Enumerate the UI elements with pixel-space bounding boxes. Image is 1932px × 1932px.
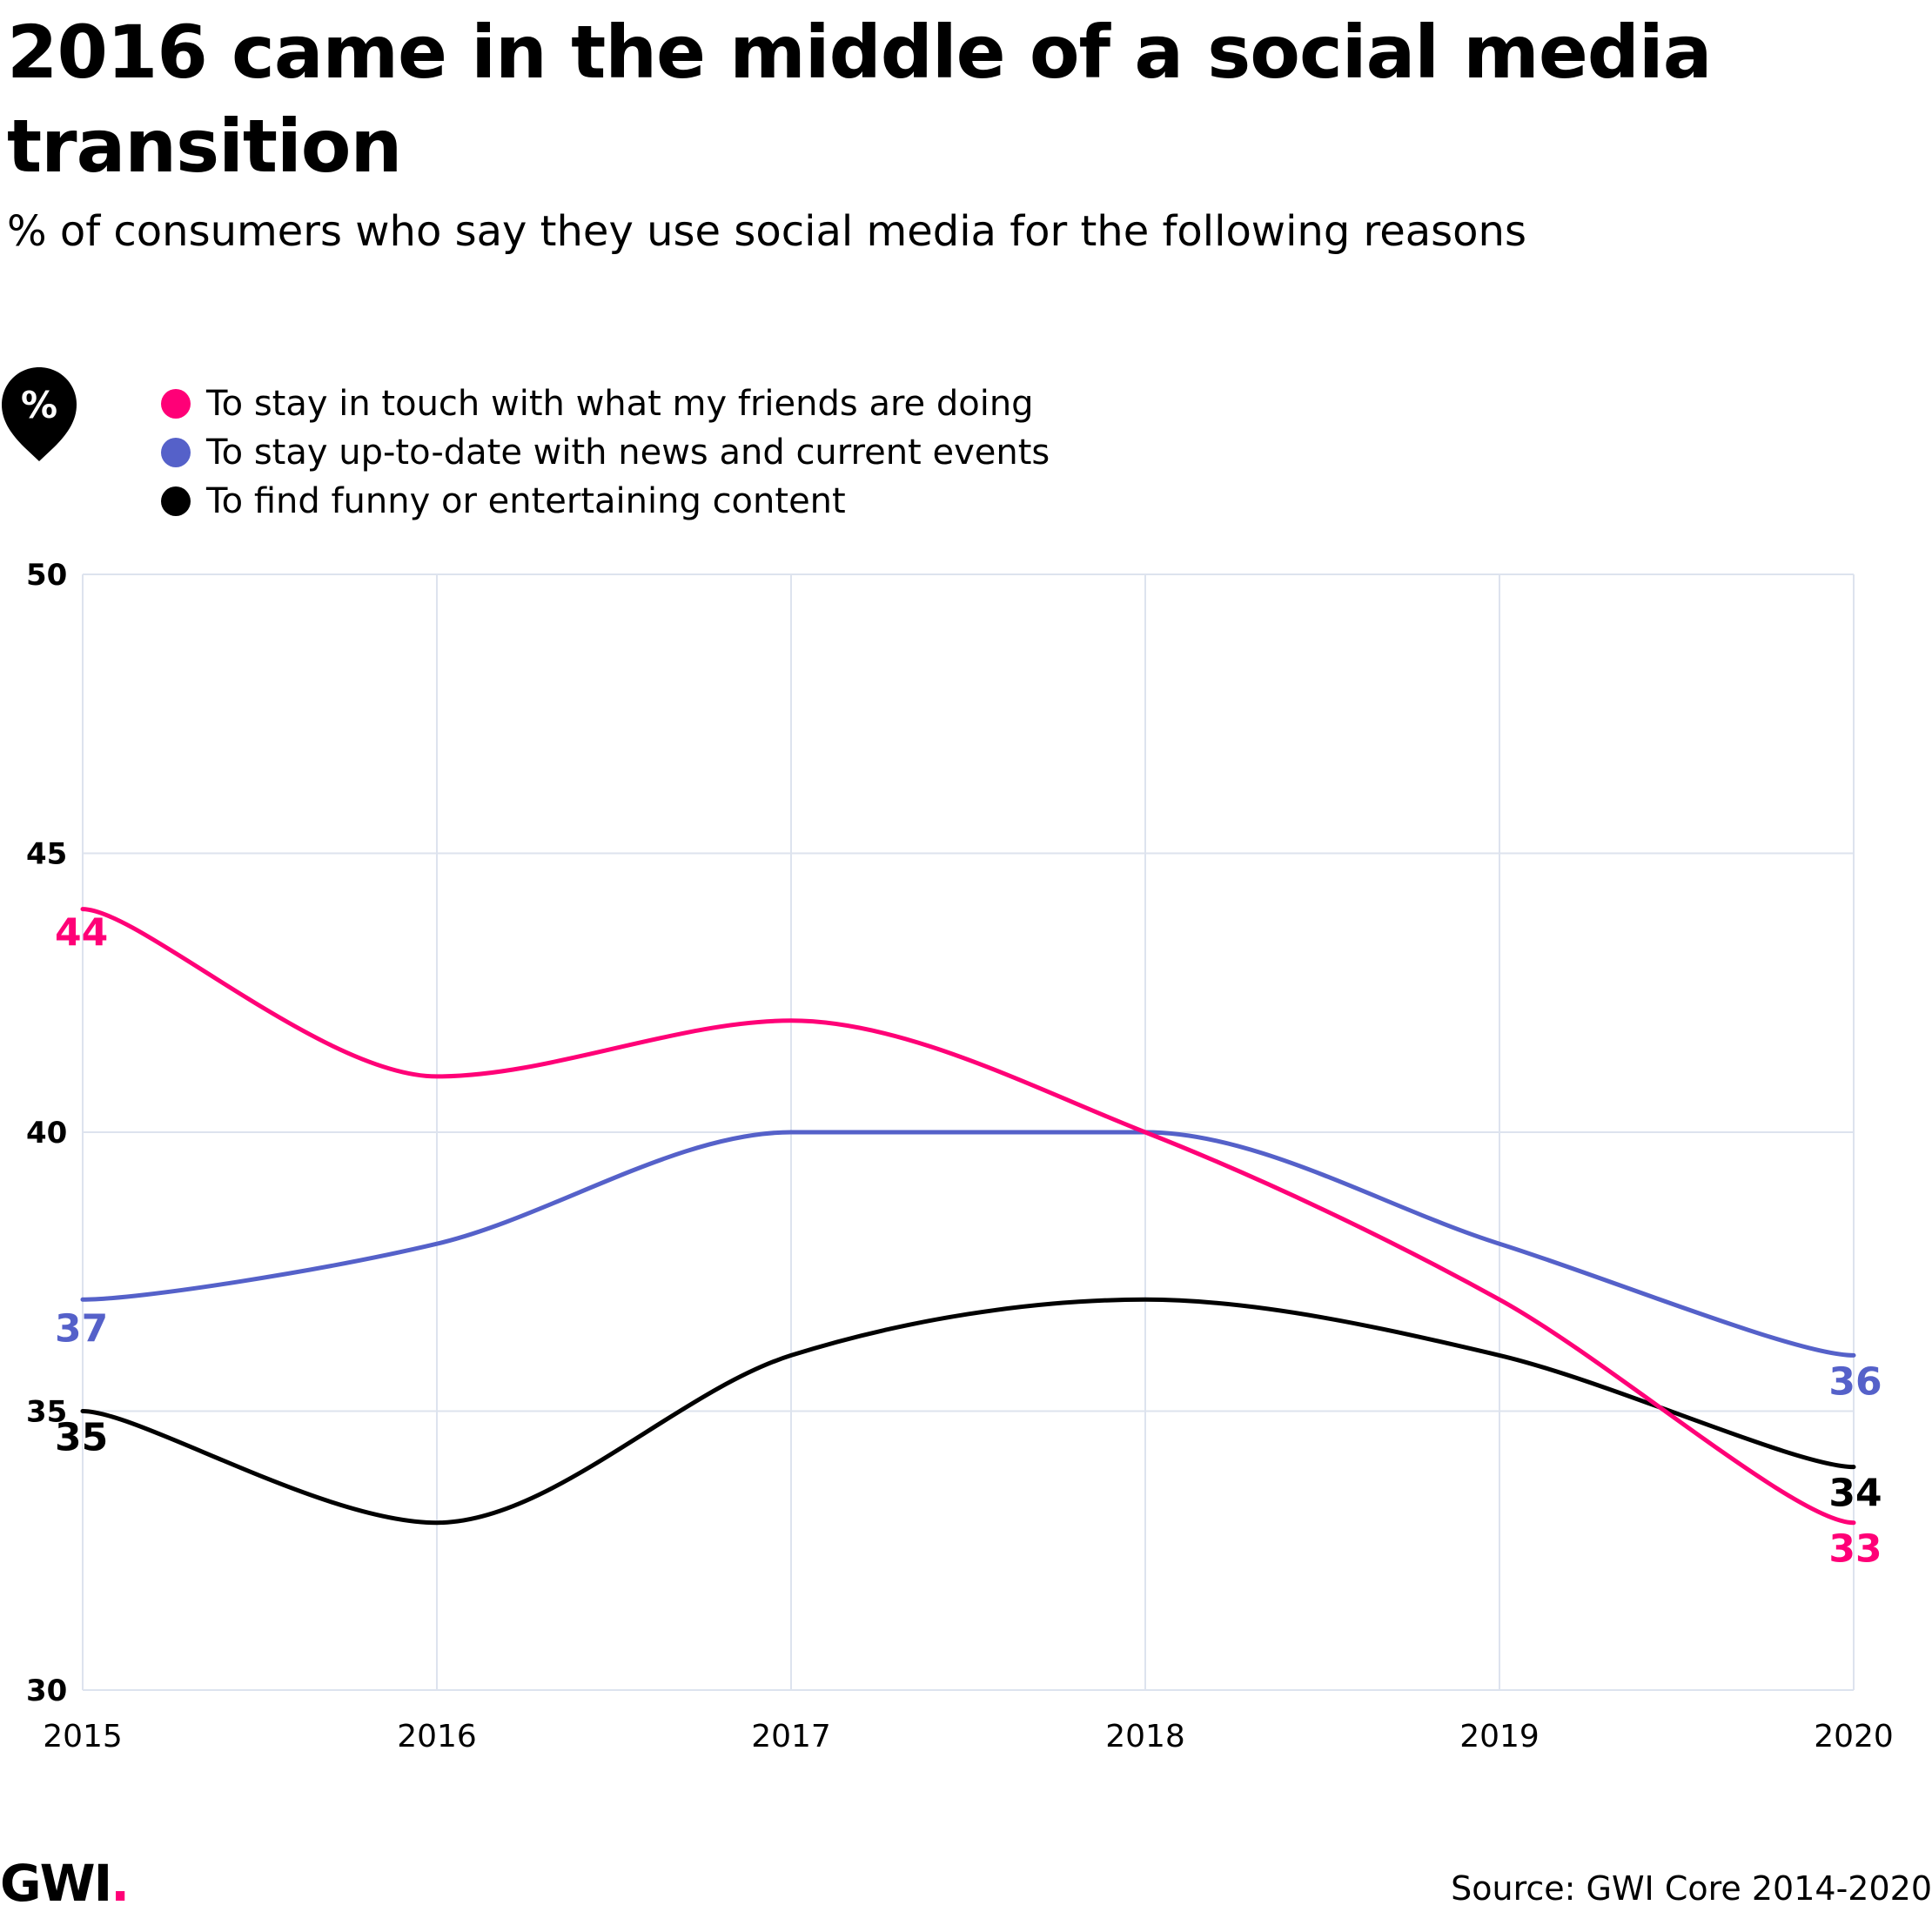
y-tick-label-45: 45 bbox=[26, 837, 67, 872]
y-tick-label-50: 50 bbox=[26, 558, 67, 593]
legend-dot-pink bbox=[161, 389, 191, 419]
legend-item-news: To stay up-to-date with news and current… bbox=[161, 428, 1050, 477]
series-line-funny bbox=[80, 1297, 1856, 1526]
x-tick-label-2019: 2019 bbox=[1459, 1719, 1540, 1754]
logo-text: GWI bbox=[0, 1854, 112, 1913]
legend-label-news: To stay up-to-date with news and current… bbox=[206, 433, 1050, 473]
data-label-news-end: 36 bbox=[1828, 1359, 1882, 1404]
x-tick-label-2020: 2020 bbox=[1814, 1719, 1894, 1754]
legend-label-funny: To find funny or entertaining content bbox=[206, 481, 846, 521]
data-label-friends-start: 44 bbox=[55, 911, 108, 956]
gwi-logo: GWI. bbox=[0, 1854, 130, 1913]
series-line-news bbox=[80, 1130, 1856, 1358]
x-tick-label-2016: 2016 bbox=[397, 1719, 477, 1754]
series-line-friends bbox=[80, 907, 1856, 1526]
logo-dot: . bbox=[111, 1854, 130, 1913]
data-label-friends-end: 33 bbox=[1828, 1527, 1882, 1572]
x-tick-label-2015: 2015 bbox=[43, 1719, 123, 1754]
x-tick-label-2018: 2018 bbox=[1105, 1719, 1185, 1754]
chart-subtitle: % of consumers who say they use social m… bbox=[7, 207, 1526, 256]
legend-dot-black bbox=[161, 486, 191, 516]
line-chart: 30 35 40 45 50 2015 2016 2017 2018 2019 2020 44 33 37… bbox=[26, 558, 1894, 1754]
data-label-news-start: 37 bbox=[55, 1306, 108, 1351]
y-tick-label-40: 40 bbox=[26, 1116, 67, 1150]
legend-label-friends: To stay in touch with what my friends ar… bbox=[206, 384, 1034, 424]
data-label-funny-end: 34 bbox=[1828, 1472, 1882, 1516]
legend-item-friends: To stay in touch with what my friends ar… bbox=[161, 379, 1050, 428]
legend-dot-blue bbox=[161, 438, 191, 467]
x-tick-label-2017: 2017 bbox=[751, 1719, 831, 1754]
chart-legend: To stay in touch with what my friends ar… bbox=[161, 379, 1050, 526]
percent-pin-icon: % bbox=[2, 367, 77, 461]
y-tick-label-30: 30 bbox=[26, 1674, 67, 1708]
percent-symbol: % bbox=[21, 384, 57, 426]
source-note: Source: GWI Core 2014-2020 bbox=[1451, 1869, 1932, 1908]
chart-title: 2016 came in the middle of a social medi… bbox=[7, 10, 1712, 189]
data-label-funny-start: 35 bbox=[55, 1416, 108, 1460]
legend-item-funny: To find funny or entertaining content bbox=[161, 477, 1050, 526]
y-tick-label-35: 35 bbox=[26, 1395, 67, 1430]
